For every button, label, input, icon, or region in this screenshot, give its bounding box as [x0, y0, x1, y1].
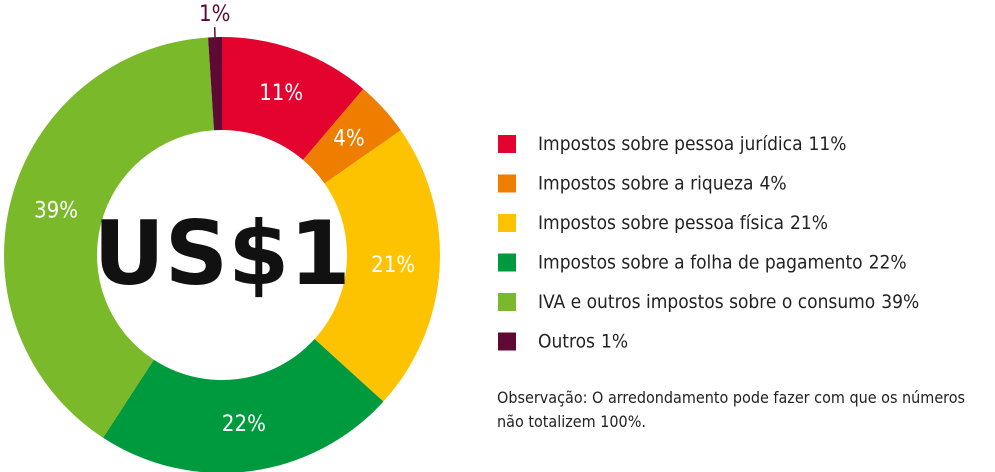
legend-swatch: [498, 293, 516, 311]
legend-value: 22%: [869, 251, 907, 273]
legend-swatch: [498, 135, 516, 153]
legend-label: Impostos sobre a riqueza 4%: [538, 172, 787, 194]
slices: [4, 37, 440, 472]
slice: [303, 89, 401, 184]
legend-label: Impostos sobre a folha de pagamento 22%: [538, 251, 907, 273]
legend-name: Impostos sobre a folha de pagamento: [538, 251, 863, 273]
data-label: 39%: [34, 198, 78, 223]
legend-value: 1%: [601, 330, 628, 352]
data-label: 4%: [333, 127, 364, 152]
slice: [208, 37, 222, 131]
legend-swatch: [498, 332, 516, 351]
legend-name: IVA e outros impostos sobre o consumo: [538, 291, 875, 313]
legend-label: Impostos sobre pessoa física 21%: [538, 212, 828, 234]
legend-name: Impostos sobre pessoa física: [538, 212, 784, 234]
legend-label: Impostos sobre pessoa jurídica 11%: [538, 133, 847, 155]
data-label: 22%: [222, 412, 266, 437]
legend-value: 4%: [760, 172, 787, 194]
slice: [314, 130, 440, 402]
legend-name: Impostos sobre pessoa jurídica: [538, 133, 803, 155]
data-label: 1%: [199, 2, 230, 27]
legend-name: Outros: [538, 330, 595, 352]
data-label: 21%: [371, 253, 415, 278]
slice: [103, 339, 384, 472]
legend-label: IVA e outros impostos sobre o consumo 39%: [538, 291, 919, 313]
legend-value: 39%: [881, 291, 919, 313]
legend-swatch: [498, 253, 516, 272]
slice: [222, 37, 364, 160]
slice: [4, 37, 214, 438]
legend-swatch: [498, 214, 516, 232]
center-label: US$1: [93, 202, 350, 305]
note: Observação: O arredondamento pode fazer …: [497, 388, 966, 431]
legend-value: 11%: [809, 133, 847, 155]
data-label: 11%: [259, 81, 303, 106]
legend-name: Impostos sobre a riqueza: [538, 172, 754, 194]
legend-swatch: [498, 174, 516, 193]
legend-value: 21%: [790, 212, 828, 234]
legend-label: Outros 1%: [538, 330, 628, 352]
